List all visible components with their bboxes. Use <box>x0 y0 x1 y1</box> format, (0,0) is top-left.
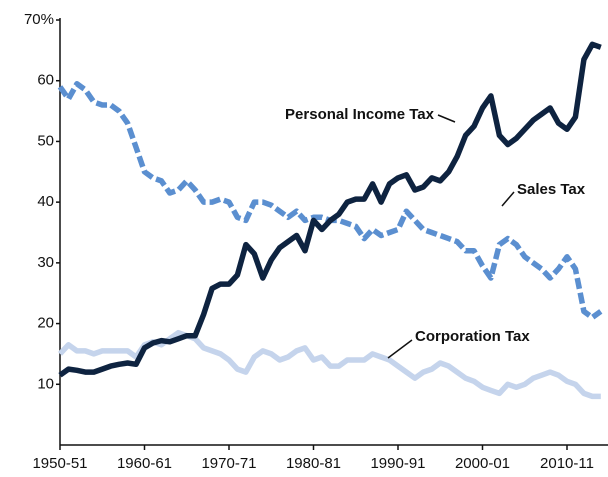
x-tick-label: 1950-51 <box>32 455 87 472</box>
y-tick-label: 60 <box>37 72 54 89</box>
leader-line <box>501 191 515 207</box>
x-tick-label: 2000-01 <box>455 455 510 472</box>
x-tick-label: 1960-61 <box>117 455 172 472</box>
series-line <box>58 41 602 378</box>
y-tick-label: 20 <box>37 315 54 332</box>
annotation: Personal Income Tax <box>285 106 435 123</box>
x-tick-label: 2010-11 <box>540 455 594 472</box>
y-tick-label: 30 <box>37 254 54 271</box>
annotation: Corporation Tax <box>415 328 530 345</box>
annotation: Sales Tax <box>517 181 586 198</box>
plot <box>57 41 603 400</box>
leader-line <box>437 114 456 123</box>
x-tick-label: 1970-71 <box>201 455 256 472</box>
x-tick-label: 1980-81 <box>286 455 341 472</box>
y-tick-label: 10 <box>37 375 54 392</box>
leader-line <box>387 339 413 359</box>
y-tick-label: 70% <box>24 11 54 28</box>
y-tick-label: 50 <box>37 132 54 149</box>
x-tick-label: 1990-91 <box>370 455 425 472</box>
y-tick-label: 40 <box>37 193 54 210</box>
